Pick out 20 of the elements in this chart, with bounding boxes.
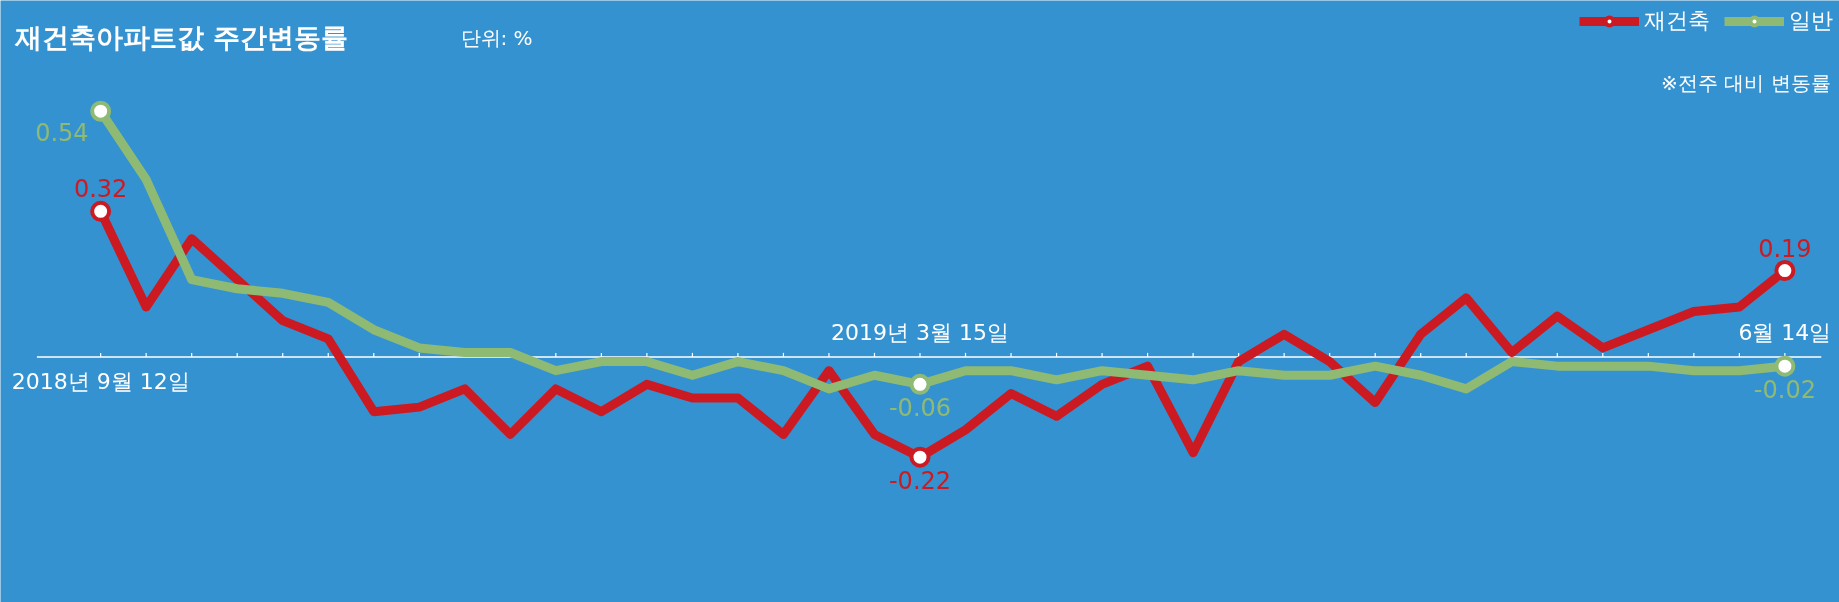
point (909, 373, 931, 395)
x-tick-label: 2019년 3월 15일 (831, 319, 1009, 345)
point (909, 446, 931, 468)
legend-label: 재건축 (1644, 7, 1710, 35)
chart-title: 재건축아파트값 주간변동률 (13, 22, 348, 53)
point (90, 100, 112, 122)
point (90, 200, 112, 222)
point (1774, 355, 1796, 377)
x-tick-label: 6월 14일 (1738, 319, 1832, 345)
legend-label: 일반 (1789, 7, 1833, 35)
data-label: -0.02 (1753, 376, 1816, 405)
chart-subtitle: 단위: % (460, 25, 533, 50)
data-label: -0.22 (888, 467, 952, 496)
data-label: 0.32 (73, 175, 128, 204)
point (1774, 260, 1796, 282)
data-label: 0.19 (1758, 234, 1812, 263)
text: ※전주 대비 변동률 (1661, 70, 1831, 95)
x-tick-label: 2018년 9월 12일 (11, 369, 190, 395)
data-label: -0.06 (888, 394, 952, 423)
data-label: 0.54 (35, 119, 89, 148)
